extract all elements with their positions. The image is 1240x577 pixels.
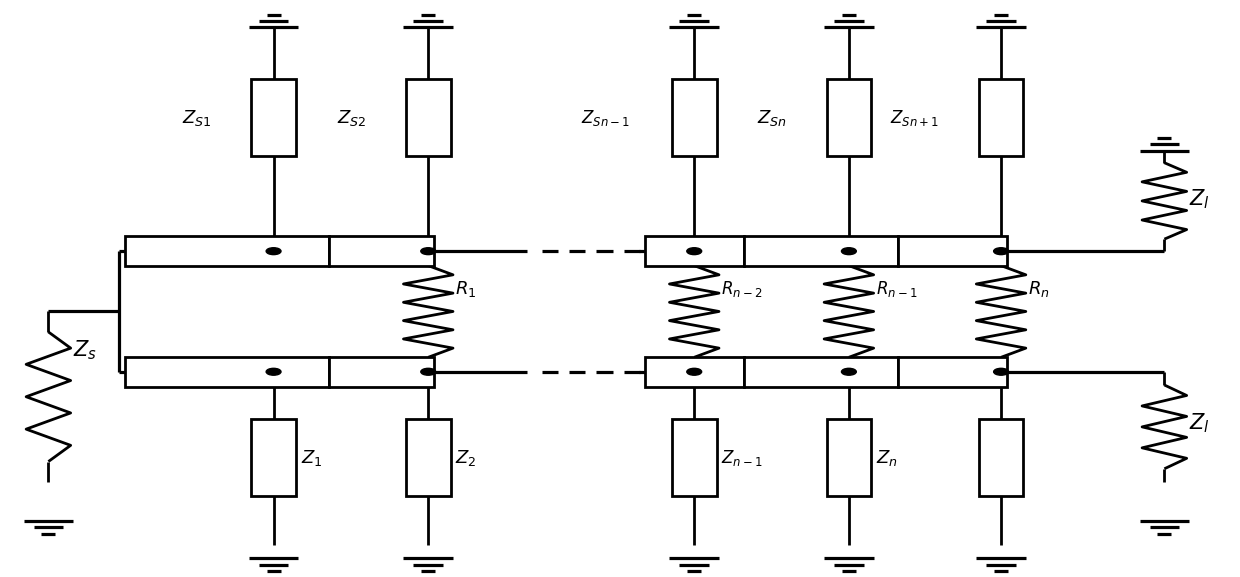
Bar [744,357,898,387]
Circle shape [267,368,281,375]
Bar [405,419,450,496]
Bar [252,79,296,156]
Circle shape [420,368,435,375]
Bar [645,236,744,266]
Text: $Z_{n-1}$: $Z_{n-1}$ [722,448,764,468]
Text: $Z_{S2}$: $Z_{S2}$ [337,108,366,128]
Bar [898,236,1007,266]
Text: $Z_l$: $Z_l$ [1189,411,1210,435]
Text: $Z_1$: $Z_1$ [301,448,322,468]
Text: $R_{n-2}$: $R_{n-2}$ [722,279,763,298]
Text: $R_n$: $R_n$ [1028,279,1050,298]
Bar [672,79,717,156]
Circle shape [267,248,281,254]
Circle shape [842,248,857,254]
Text: $R_{n-1}$: $R_{n-1}$ [877,279,918,298]
Text: $Z_{Sn+1}$: $Z_{Sn+1}$ [890,108,939,128]
Circle shape [993,368,1008,375]
Text: $Z_2$: $Z_2$ [455,448,477,468]
Text: $Z_{Sn-1}$: $Z_{Sn-1}$ [580,108,630,128]
Text: $Z_{Sn}$: $Z_{Sn}$ [758,108,787,128]
Circle shape [842,368,857,375]
Bar [672,419,717,496]
Text: $Z_l$: $Z_l$ [1189,188,1210,211]
Bar [405,79,450,156]
Bar [827,79,872,156]
Bar [330,357,434,387]
Bar [252,419,296,496]
Text: $Z_s$: $Z_s$ [73,339,97,362]
Bar [645,357,744,387]
Bar [744,236,898,266]
Bar [827,419,872,496]
Bar [125,357,330,387]
Circle shape [420,248,435,254]
Text: $Z_{S1}$: $Z_{S1}$ [182,108,212,128]
Text: $Z_n$: $Z_n$ [877,448,898,468]
Text: $R_1$: $R_1$ [455,279,477,298]
Circle shape [993,248,1008,254]
Circle shape [687,368,702,375]
Bar [978,79,1023,156]
Bar [125,236,330,266]
Bar [898,357,1007,387]
Circle shape [687,248,702,254]
Bar [330,236,434,266]
Bar [978,419,1023,496]
